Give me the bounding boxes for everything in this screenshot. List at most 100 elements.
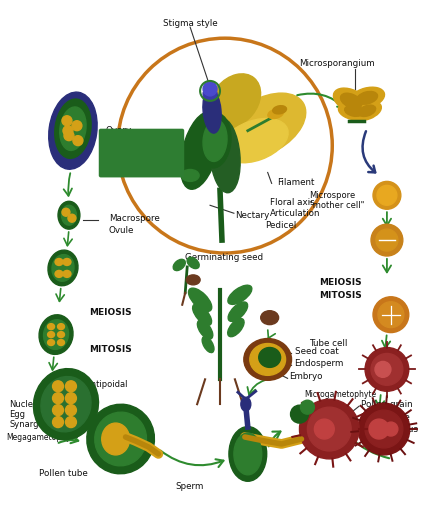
Ellipse shape (338, 101, 370, 120)
Text: Articulation: Articulation (270, 209, 320, 218)
Circle shape (68, 214, 76, 222)
Ellipse shape (60, 107, 86, 151)
Ellipse shape (87, 404, 154, 474)
Circle shape (371, 224, 403, 256)
Ellipse shape (58, 201, 80, 229)
Text: Germinating seed: Germinating seed (185, 253, 264, 263)
Ellipse shape (173, 259, 185, 270)
Ellipse shape (224, 93, 306, 158)
Text: Nectary: Nectary (235, 211, 269, 220)
Circle shape (66, 404, 76, 416)
Text: Pollen tube: Pollen tube (39, 470, 88, 478)
Ellipse shape (48, 324, 55, 330)
Circle shape (66, 381, 76, 392)
Circle shape (52, 381, 63, 392)
Ellipse shape (48, 250, 78, 286)
Ellipse shape (48, 332, 55, 337)
Text: Pollen grain: Pollen grain (361, 400, 413, 409)
Circle shape (203, 82, 217, 96)
Ellipse shape (259, 348, 281, 368)
Circle shape (371, 353, 403, 386)
Ellipse shape (187, 258, 199, 269)
Text: Pollen tube: Pollen tube (361, 413, 410, 421)
Circle shape (52, 393, 63, 403)
Text: Megagametophyte: Megagametophyte (7, 433, 79, 441)
Ellipse shape (350, 87, 385, 109)
Circle shape (378, 302, 404, 328)
Circle shape (291, 405, 309, 423)
Circle shape (66, 393, 76, 403)
Text: Sperm: Sperm (175, 482, 204, 491)
Ellipse shape (345, 105, 364, 116)
Ellipse shape (180, 112, 220, 189)
Circle shape (314, 419, 334, 439)
Text: Stigma style: Stigma style (163, 19, 218, 28)
Ellipse shape (198, 320, 213, 339)
Text: Microspore
"mother cell": Microspore "mother cell" (309, 190, 365, 210)
Ellipse shape (203, 120, 227, 161)
Text: Perianth
Petal: Corolla
Sepal: Calyx: Perianth Petal: Corolla Sepal: Calyx (104, 134, 160, 163)
Ellipse shape (203, 88, 217, 100)
Circle shape (365, 348, 409, 391)
Circle shape (376, 229, 398, 251)
Ellipse shape (228, 302, 248, 322)
Circle shape (63, 126, 73, 136)
Ellipse shape (353, 101, 382, 120)
Ellipse shape (48, 339, 55, 346)
Text: Ovule: Ovule (109, 226, 134, 234)
Ellipse shape (58, 339, 65, 346)
Ellipse shape (63, 259, 71, 265)
Ellipse shape (39, 315, 73, 354)
Ellipse shape (234, 433, 262, 475)
Ellipse shape (244, 338, 291, 380)
Ellipse shape (62, 205, 76, 225)
Ellipse shape (188, 288, 212, 311)
Ellipse shape (357, 92, 378, 104)
Text: Endosperm: Endosperm (295, 359, 344, 368)
Ellipse shape (58, 332, 65, 337)
Ellipse shape (250, 344, 285, 375)
Text: Egg: Egg (9, 410, 25, 419)
Ellipse shape (222, 118, 288, 163)
Text: Synargid: Synargid (9, 419, 47, 429)
Text: Microsporangium: Microsporangium (299, 58, 375, 68)
Circle shape (369, 419, 389, 439)
Circle shape (73, 136, 83, 145)
Ellipse shape (55, 259, 63, 265)
Text: Nuclei: Nuclei (9, 400, 36, 409)
Circle shape (72, 121, 82, 131)
Ellipse shape (181, 169, 199, 181)
Text: MITOSIS: MITOSIS (319, 291, 362, 300)
Text: Tube cell: Tube cell (309, 339, 348, 348)
Circle shape (384, 422, 398, 436)
Text: Antipoidal: Antipoidal (86, 380, 128, 389)
Circle shape (358, 403, 410, 455)
Ellipse shape (203, 89, 221, 133)
Text: Embryo: Embryo (290, 372, 323, 381)
Circle shape (373, 181, 401, 209)
Ellipse shape (202, 336, 214, 353)
FancyBboxPatch shape (99, 129, 184, 178)
Ellipse shape (34, 369, 98, 440)
Circle shape (66, 417, 76, 428)
Ellipse shape (58, 324, 65, 330)
Circle shape (52, 404, 63, 416)
Ellipse shape (273, 105, 287, 114)
Ellipse shape (55, 270, 63, 278)
Circle shape (52, 417, 63, 428)
Ellipse shape (210, 118, 240, 193)
Text: MITOSIS: MITOSIS (89, 345, 132, 354)
Ellipse shape (49, 92, 97, 169)
Circle shape (377, 185, 397, 205)
Text: Pedicel: Pedicel (265, 221, 296, 230)
Circle shape (64, 131, 74, 141)
Ellipse shape (268, 109, 284, 119)
Ellipse shape (186, 275, 200, 285)
Ellipse shape (228, 318, 244, 337)
Circle shape (301, 400, 314, 414)
Ellipse shape (55, 99, 91, 158)
Ellipse shape (41, 376, 91, 432)
Text: Seed coat: Seed coat (295, 347, 338, 356)
Text: Sperm: Sperm (295, 410, 323, 419)
Ellipse shape (209, 74, 260, 128)
